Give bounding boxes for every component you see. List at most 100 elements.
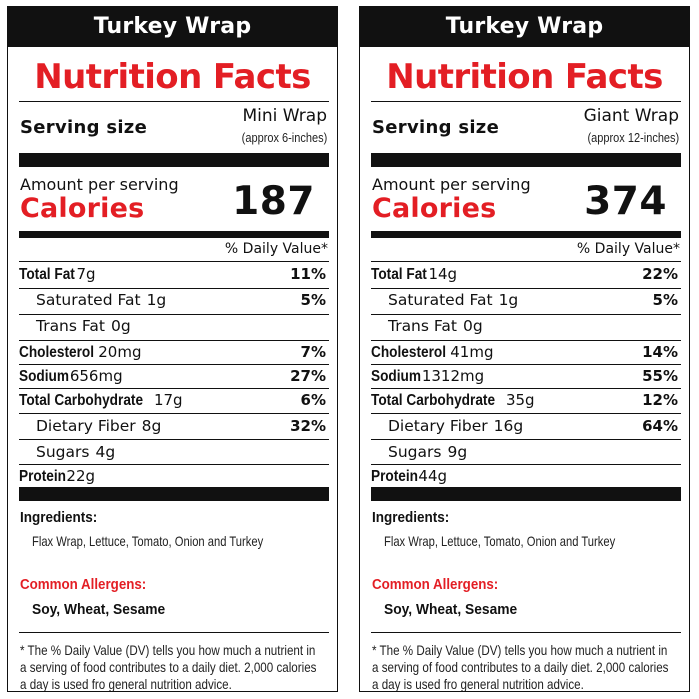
nutrient-row-total-carbohydrate: Total Carbohydrate 17g 6% (19, 388, 329, 414)
nutrient-name: Total Fat (19, 266, 75, 283)
divider (371, 364, 681, 365)
nutrient-row-dietary-fiber: Dietary Fiber 16g 64% (371, 414, 681, 440)
nutrient-amount: 20mg (98, 343, 142, 361)
nutrient-amount: 1g (498, 291, 519, 309)
calories-value: 187 (232, 179, 315, 224)
footnote-line: a day is used fro general nutrition advi… (372, 676, 584, 692)
nutrient-row-trans-fat: Trans Fat 0g (371, 314, 681, 340)
nutrient-amount: 9g (447, 443, 468, 461)
divider (371, 439, 681, 440)
amount-per-serving: Amount per serving (372, 175, 531, 194)
footnote: * The % Daily Value (DV) tells you how m… (20, 642, 327, 692)
ingredients-text: Flax Wrap, Lettuce, Tomato, Onion and Tu… (384, 533, 616, 549)
allergens-heading: Common Allergens: (372, 577, 499, 593)
ingredients-heading: Ingredients: (372, 509, 450, 526)
nutrient-dv: 14% (642, 343, 678, 361)
amount-per-serving: Amount per serving (20, 175, 179, 194)
thick-divider (371, 153, 681, 167)
divider (371, 464, 681, 465)
nutrient-dv: 5% (300, 291, 326, 309)
product-title: Turkey Wrap (8, 7, 337, 47)
footnote-line: a day is used fro general nutrition advi… (20, 676, 232, 692)
divider (371, 288, 681, 289)
serving-size-note: (approx 6-inches) (241, 131, 327, 145)
nutrient-name: Saturated Fat (36, 291, 141, 309)
calories-label: Calories (372, 193, 497, 224)
daily-value-header: % Daily Value* (576, 241, 680, 257)
nutrient-row-total-carbohydrate: Total Carbohydrate 35g 12% (371, 388, 681, 414)
divider (19, 388, 329, 389)
divider (371, 388, 681, 389)
nutrient-name: Dietary Fiber (388, 417, 488, 435)
nutrient-dv: 12% (642, 391, 678, 409)
divider (19, 261, 329, 262)
nutrition-label-giant: Turkey Wrap Nutrition Facts Serving size… (359, 6, 690, 692)
nutrient-name: Trans Fat (388, 317, 457, 335)
nutrient-name: Sugars (36, 443, 90, 461)
nutrition-facts-heading: Nutrition Facts (386, 57, 663, 97)
nutrient-dv: 32% (290, 417, 326, 435)
footnote-line: * The % Daily Value (DV) tells you how m… (372, 642, 668, 658)
thick-divider (19, 487, 329, 501)
nutrient-row-saturated-fat: Saturated Fat 1g 5% (371, 288, 681, 314)
nutrient-row-cholesterol: Cholesterol 20mg 7% (19, 340, 329, 366)
nutrient-dv: 64% (642, 417, 678, 435)
nutrient-row-sodium: Sodium656mg 27% (19, 364, 329, 390)
nutrient-amount: 41mg (450, 343, 494, 361)
nutrient-amount: 4g (95, 443, 116, 461)
nutrient-row-protein: Protein22g (19, 464, 329, 490)
nutrient-row-dietary-fiber: Dietary Fiber 8g 32% (19, 414, 329, 440)
nutrient-row-sodium: Sodium1312mg 55% (371, 364, 681, 390)
footnote-line: a serving of food contributes to a daily… (372, 659, 669, 675)
serving-size-value: Giant Wrap (583, 106, 679, 126)
nutrient-row-total-fat: Total Fat 14g 22% (371, 262, 681, 288)
divider (19, 314, 329, 315)
nutrient-dv: 7% (300, 343, 326, 361)
divider (19, 364, 329, 365)
nutrient-name: Total Carbohydrate (19, 392, 144, 409)
nutrient-row-total-fat: Total Fat 7g 11% (19, 262, 329, 288)
nutrient-amount: 656mg (69, 367, 123, 385)
nutrient-row-sugars: Sugars 4g (19, 440, 329, 466)
nutrient-row-sugars: Sugars 9g (371, 440, 681, 466)
nutrient-amount: 35g (505, 391, 535, 409)
serving-size-label: Serving size (372, 117, 500, 138)
divider (371, 101, 681, 102)
nutrient-dv: 6% (300, 391, 326, 409)
nutrient-name: Cholesterol (371, 344, 447, 361)
nutrient-name: Dietary Fiber (36, 417, 136, 435)
allergens-text: Soy, Wheat, Sesame (32, 601, 166, 618)
footnote-line: a serving of food contributes to a daily… (20, 659, 317, 675)
divider (19, 101, 329, 102)
thick-divider (19, 153, 329, 167)
nutrient-amount: 1g (146, 291, 167, 309)
ingredients-heading: Ingredients: (20, 509, 98, 526)
nutrient-dv: 55% (642, 367, 678, 385)
nutrient-name: Protein (19, 468, 66, 485)
nutrient-amount: 0g (110, 317, 131, 335)
nutrient-name: Saturated Fat (388, 291, 493, 309)
nutrition-facts-heading: Nutrition Facts (34, 57, 311, 97)
product-title: Turkey Wrap (360, 7, 689, 47)
divider (19, 464, 329, 465)
divider (371, 413, 681, 414)
nutrient-row-saturated-fat: Saturated Fat 1g 5% (19, 288, 329, 314)
ingredients-text: Flax Wrap, Lettuce, Tomato, Onion and Tu… (32, 533, 264, 549)
nutrient-amount: 0g (462, 317, 483, 335)
footnote: * The % Daily Value (DV) tells you how m… (372, 642, 679, 692)
nutrient-name: Total Fat (371, 266, 427, 283)
nutrient-name: Cholesterol (19, 344, 95, 361)
nutrition-label-mini: Turkey Wrap Nutrition Facts Serving size… (7, 6, 338, 692)
serving-size-note: (approx 12-inches) (587, 131, 679, 145)
serving-size-label: Serving size (20, 117, 148, 138)
nutrient-amount: 8g (141, 417, 162, 435)
nutrient-name: Sodium (19, 368, 70, 385)
nutrient-amount: 17g (153, 391, 183, 409)
allergens-heading: Common Allergens: (20, 577, 147, 593)
medium-divider (19, 231, 329, 238)
divider (371, 261, 681, 262)
divider (371, 314, 681, 315)
nutrient-dv: 27% (290, 367, 326, 385)
nutrient-dv: 11% (290, 265, 326, 283)
footnote-line: * The % Daily Value (DV) tells you how m… (20, 642, 316, 658)
